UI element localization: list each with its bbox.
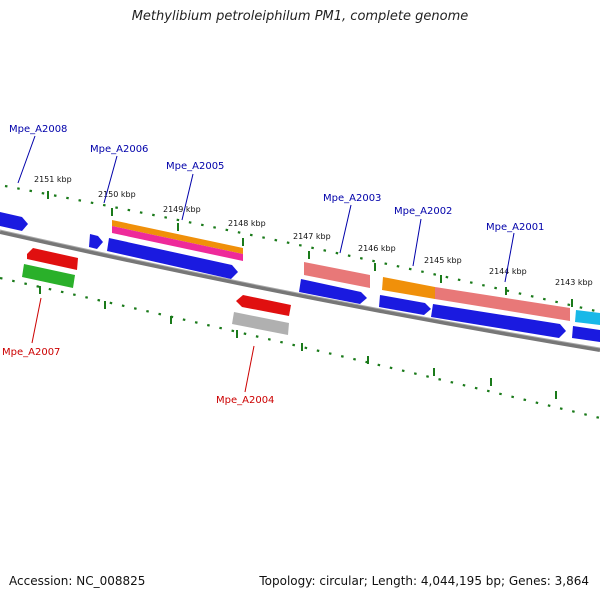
gene-label-mpe-a2007[interactable]: Mpe_A2007 (2, 347, 60, 358)
leader-mpe-a2007 (31, 297, 42, 344)
leader-mpe-a2003 (339, 204, 352, 254)
leader-mpe-a2004 (244, 345, 255, 393)
leader-mpe-a2006 (103, 155, 118, 204)
gene-label-mpe-a2002[interactable]: Mpe_A2002 (394, 206, 452, 217)
feature-mpe-a2003-blue[interactable] (299, 279, 367, 304)
tick-label: 2143 kbp (555, 278, 593, 287)
gene-label-mpe-a2008[interactable]: Mpe_A2008 (9, 124, 67, 135)
feature-right-cyan[interactable] (575, 310, 600, 325)
leader-mpe-a2001 (504, 232, 515, 283)
feature-mpe-a2006-pink[interactable] (112, 226, 243, 261)
genome-backbone-highlight (0, 229, 600, 349)
feature-mpe-a2007-red[interactable] (27, 248, 78, 270)
map-title: Methylibium petroleiphilum PM1, complete… (131, 9, 469, 24)
tick-label: 2144 kbp (489, 267, 527, 276)
inner-tick-marks (39, 286, 557, 399)
feature-mpe-a2001-blue[interactable] (431, 304, 566, 338)
feature-mpe-a2004-gray[interactable] (232, 312, 289, 335)
outer-tick-marks (47, 191, 573, 307)
gene-label-mpe-a2004[interactable]: Mpe_A2004 (216, 395, 274, 406)
leader-mpe-a2002 (412, 218, 422, 267)
feature-mpe-a2002-blue[interactable] (379, 295, 431, 315)
gene-label-mpe-a2003[interactable]: Mpe_A2003 (323, 193, 381, 204)
tick-label: 2150 kbp (98, 190, 136, 199)
feature-mpe-a2007-green[interactable] (22, 264, 75, 288)
accession-text: Accession: NC_008825 (9, 574, 146, 588)
tick-label: 2145 kbp (424, 256, 462, 265)
feature-mpe-a2002-orange[interactable] (382, 277, 435, 299)
gene-label-mpe-a2005[interactable]: Mpe_A2005 (166, 161, 224, 172)
feature-mpe-a2008[interactable] (0, 212, 28, 231)
tick-label: 2149 kbp (163, 205, 201, 214)
feature-mpe-a2006-orange[interactable] (112, 220, 243, 254)
tick-label: 2148 kbp (228, 219, 266, 228)
gene-label-mpe-a2001[interactable]: Mpe_A2001 (486, 222, 544, 233)
tick-label: 2147 kbp (293, 232, 331, 241)
feature-small-forward[interactable] (89, 234, 103, 249)
feature-mpe-a2005[interactable] (107, 238, 238, 279)
feature-mpe-a2001-salmon[interactable] (435, 287, 570, 321)
feature-mpe-a2003[interactable] (304, 262, 370, 288)
feature-mpe-a2004-red[interactable] (236, 295, 291, 316)
leader-mpe-a2008 (17, 135, 36, 184)
genome-backbone (0, 230, 600, 352)
leader-mpe-a2005 (181, 173, 194, 221)
gene-label-mpe-a2006[interactable]: Mpe_A2006 (90, 144, 148, 155)
tick-label: 2146 kbp (358, 244, 396, 253)
feature-right-blue[interactable] (572, 326, 600, 342)
outer-ruler (4, 184, 600, 314)
topology-text: Topology: circular; Length: 4,044,195 bp… (259, 574, 589, 588)
tick-label: 2151 kbp (34, 175, 72, 184)
